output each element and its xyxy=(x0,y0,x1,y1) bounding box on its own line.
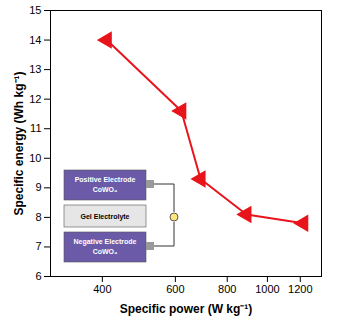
svg-text:600: 600 xyxy=(166,283,184,295)
svg-text:Gel Electrolyte: Gel Electrolyte xyxy=(80,213,129,221)
svg-text:800: 800 xyxy=(218,283,236,295)
svg-text:Specific power (W kg⁻¹): Specific power (W kg⁻¹) xyxy=(120,302,253,316)
svg-text:1000: 1000 xyxy=(255,283,279,295)
svg-text:Negative Electrode: Negative Electrode xyxy=(73,238,136,246)
svg-text:6: 6 xyxy=(35,270,41,282)
svg-text:Positive Electrode: Positive Electrode xyxy=(75,176,136,183)
svg-text:7: 7 xyxy=(35,240,41,252)
svg-text:15: 15 xyxy=(29,4,41,16)
svg-text:400: 400 xyxy=(93,283,111,295)
svg-text:11: 11 xyxy=(30,122,41,134)
svg-text:CoWO₄: CoWO₄ xyxy=(93,186,118,193)
svg-text:9: 9 xyxy=(35,181,41,193)
svg-text:Specific energy (Wh kg⁻¹): Specific energy (Wh kg⁻¹) xyxy=(12,71,26,215)
svg-text:CoWO₄: CoWO₄ xyxy=(93,248,118,255)
svg-text:1200: 1200 xyxy=(288,283,312,295)
svg-text:14: 14 xyxy=(29,34,41,46)
svg-text:10: 10 xyxy=(29,152,41,164)
svg-text:8: 8 xyxy=(35,211,41,223)
svg-text:13: 13 xyxy=(29,63,41,75)
svg-text:12: 12 xyxy=(29,93,41,105)
